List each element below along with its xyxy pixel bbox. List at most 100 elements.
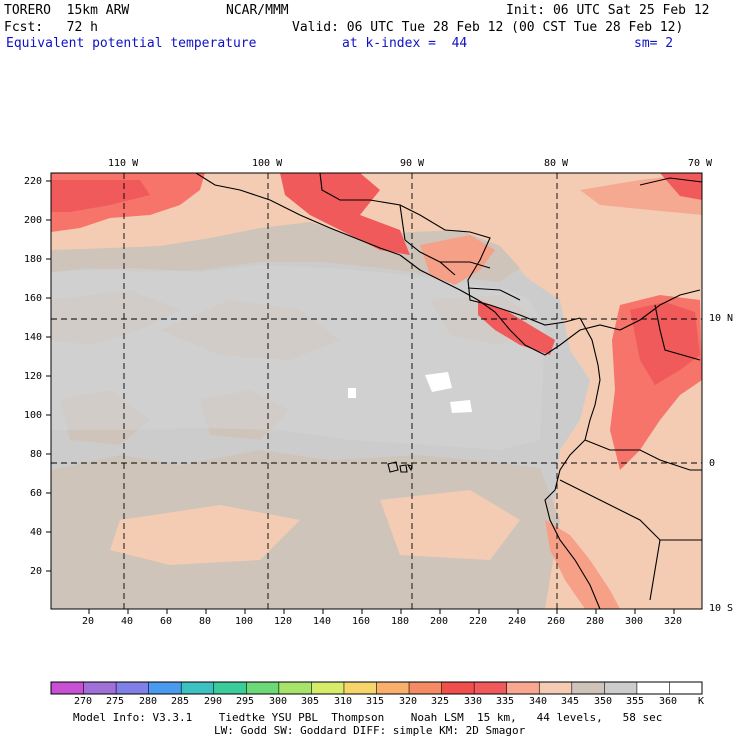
x-tick-label: 200 <box>430 616 449 627</box>
x-tick-label: 140 <box>313 616 332 627</box>
colorbar-cell <box>474 682 508 694</box>
x-tick-label: 240 <box>508 616 527 627</box>
contour-345-south-tan <box>110 505 300 565</box>
x-tick-label: 220 <box>469 616 488 627</box>
colorbar-cell <box>506 682 540 694</box>
contour-330-guatemala <box>280 173 410 255</box>
contour-330-colombia-core <box>630 302 700 385</box>
y-tick-label: 60 <box>30 488 43 499</box>
model-title: TORERO 15km ARW <box>4 3 130 18</box>
lon-label: 70 W <box>688 158 713 169</box>
colorbar-label: 335 <box>496 696 515 707</box>
valid-time: Valid: 06 UTC Tue 28 Feb 12 (00 CST Tue … <box>292 20 684 35</box>
contour-340-central-am <box>420 235 495 285</box>
colorbar-label: 275 <box>106 696 125 707</box>
smoothing-label: sm= 2 <box>634 36 674 51</box>
colorbar-label: 270 <box>74 696 93 707</box>
x-tick-label: 180 <box>391 616 410 627</box>
colorbar-cell <box>669 682 703 694</box>
island-cuba <box>639 177 702 186</box>
x-tick-marks <box>88 609 675 614</box>
x-tick-label: 320 <box>664 616 683 627</box>
y-tick-label: 160 <box>24 293 43 304</box>
border-nicaragua <box>467 287 521 301</box>
colorbar-cell <box>311 682 345 694</box>
y-tick-label: 100 <box>24 410 43 421</box>
border-peru-brazil <box>649 539 661 601</box>
field-name: Equivalent potential temperature <box>6 36 257 51</box>
lon-label: 100 W <box>252 158 283 169</box>
map-frame <box>50 172 703 610</box>
colorbar-cell <box>51 682 85 694</box>
contour-330-mexico-coast <box>51 180 150 212</box>
coast-mexico <box>195 173 401 256</box>
y-tick-label: 120 <box>24 371 43 382</box>
contour-355-field <box>51 265 545 450</box>
x-tick-label: 280 <box>586 616 605 627</box>
island-galapagos-c <box>406 464 413 472</box>
border-guatemala <box>404 239 456 276</box>
colorbar-cell <box>181 682 215 694</box>
graticule <box>51 173 702 609</box>
lat-label: 0 <box>709 458 716 469</box>
colorbar-cell <box>213 682 247 694</box>
physics-info: LW: Godd SW: Goddard DIFF: simple KM: 2D… <box>214 724 526 737</box>
colorbar-label: 320 <box>399 696 418 707</box>
contour-350-south <box>51 450 560 609</box>
colorbar-label: 325 <box>431 696 450 707</box>
x-tick-label: 60 <box>160 616 173 627</box>
lon-label: 110 W <box>108 158 139 169</box>
contour-360-patch-b <box>450 400 472 413</box>
border-honduras <box>440 261 491 269</box>
x-tick-label: 260 <box>547 616 566 627</box>
colorbar-cell <box>636 682 670 694</box>
x-tick-label: 40 <box>121 616 134 627</box>
border-panama-colombia <box>579 317 599 366</box>
lon-label: 80 W <box>544 158 569 169</box>
colorbar-label: 330 <box>464 696 483 707</box>
coast-colombia-pacific <box>544 364 601 609</box>
y-tick-label: 80 <box>30 449 43 460</box>
colorbar-label: 350 <box>594 696 613 707</box>
init-time: Init: 06 UTC Sat 25 Feb 12 <box>506 3 710 18</box>
y-tick-label: 200 <box>24 215 43 226</box>
colorbar-cell <box>376 682 410 694</box>
coast-yucatan-border <box>319 173 406 241</box>
colorbar-label: 315 <box>366 696 385 707</box>
coast-caribbean-sa <box>619 289 701 331</box>
colorbar-label: 355 <box>626 696 645 707</box>
lat-label: 10 S <box>709 603 734 614</box>
colorbar-cell <box>441 682 475 694</box>
contour-340-peru <box>545 520 620 609</box>
colorbar-label: 345 <box>561 696 580 707</box>
x-tick-label: 300 <box>625 616 644 627</box>
border-ecuador-peru <box>559 479 702 541</box>
colorbar-label: 295 <box>236 696 255 707</box>
colorbar-label: 310 <box>334 696 353 707</box>
colorbar-cell <box>343 682 377 694</box>
colorbar-label: 280 <box>139 696 158 707</box>
colorbar-cell <box>571 682 605 694</box>
coast-central-america-caribbean <box>399 204 581 326</box>
colorbar-label: 290 <box>204 696 223 707</box>
colorbar-cell <box>148 682 182 694</box>
x-tick-label: 100 <box>235 616 254 627</box>
coastlines <box>195 173 702 609</box>
lat-label: 10 N <box>709 313 734 324</box>
colorbar-unit: K <box>698 696 705 707</box>
border-colombia-ecuador <box>584 439 702 471</box>
border-colombia-venezuela <box>654 304 701 361</box>
island-galapagos-b <box>399 464 408 473</box>
colorbar-label: 285 <box>171 696 190 707</box>
forecast-hour: Fcst: 72 h <box>4 20 98 35</box>
model-info: Model Info: V3.3.1 Tiedtke YSU PBL Thomp… <box>73 711 663 724</box>
colorbar-cell <box>539 682 573 694</box>
colorbar-cell <box>246 682 280 694</box>
contour-360-patch-c <box>348 388 356 398</box>
colorbar-label: 340 <box>529 696 548 707</box>
coast-central-america-pacific <box>399 254 621 356</box>
x-tick-label: 120 <box>274 616 293 627</box>
y-tick-label: 220 <box>24 176 43 187</box>
